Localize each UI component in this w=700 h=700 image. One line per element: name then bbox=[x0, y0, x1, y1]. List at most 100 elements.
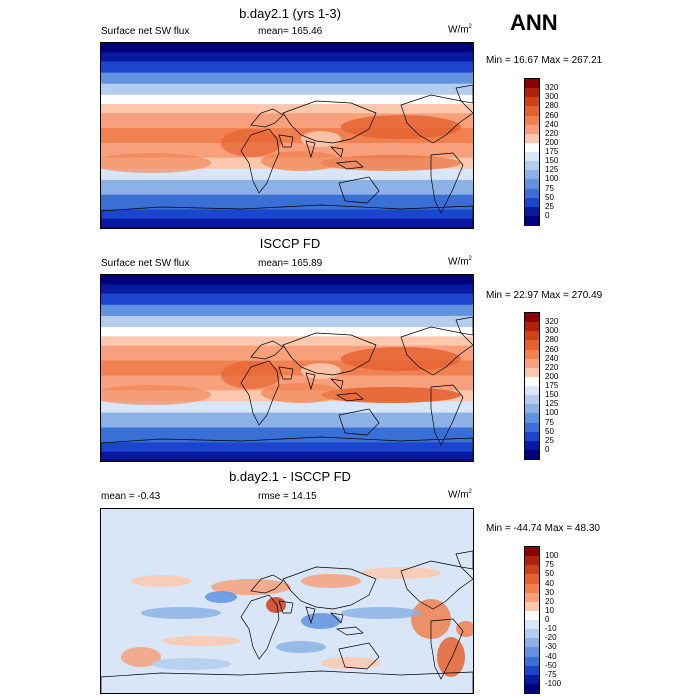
panel3-minmax: Min = -44.74 Max = 48.30 bbox=[486, 523, 600, 534]
colorbar-tick-label: 280 bbox=[545, 101, 559, 111]
colorbar-tick-label: 220 bbox=[545, 362, 559, 372]
panel3-mean-label: mean = -0.43 bbox=[101, 491, 161, 502]
colorbar-swatch bbox=[525, 386, 539, 396]
colorbar-swatch bbox=[525, 449, 539, 460]
colorbar-swatch bbox=[525, 547, 539, 557]
colorbar-tick-label: 175 bbox=[545, 147, 559, 156]
colorbar-tick-label: 260 bbox=[545, 110, 559, 120]
colorbar-swatch bbox=[525, 313, 539, 323]
colorbar-swatch bbox=[525, 574, 539, 584]
panel2-mean-label: mean= 165.89 bbox=[258, 258, 323, 269]
colorbar-swatch bbox=[525, 97, 539, 107]
colorbar-tick-label: 260 bbox=[545, 344, 559, 354]
colorbar-swatch bbox=[525, 440, 539, 451]
colorbar-swatch bbox=[525, 197, 539, 208]
panel2-title: ISCCP FD bbox=[259, 236, 321, 251]
colorbar-swatch bbox=[525, 431, 539, 442]
colorbar-tick-label: 100 bbox=[545, 551, 559, 561]
colorbar-tick-label: 200 bbox=[545, 371, 559, 381]
colorbar-swatch bbox=[525, 683, 539, 694]
panel1-map-field bbox=[101, 43, 473, 228]
panel1-map bbox=[100, 42, 474, 229]
panel1-colorbar: 320 300 280 260 240 220 200 175 150 125 100 75 50 25 0 bbox=[524, 78, 558, 226]
colorbar-swatch bbox=[525, 188, 539, 199]
colorbar-swatch bbox=[525, 349, 539, 360]
colorbar-swatch bbox=[525, 161, 539, 171]
colorbar-swatch bbox=[525, 583, 539, 594]
colorbar-tick-label: 0 bbox=[545, 615, 550, 624]
colorbar-swatch bbox=[525, 79, 539, 89]
panel3-map-field bbox=[101, 509, 473, 693]
colorbar-swatch bbox=[525, 638, 539, 648]
colorbar-tick-label: 25 bbox=[545, 201, 554, 211]
colorbar-tick-label: 25 bbox=[545, 435, 554, 445]
panel2-minmax: Min = 22.97 Max = 270.49 bbox=[486, 290, 603, 301]
colorbar-swatch bbox=[525, 142, 539, 153]
colorbar-tick-label: 175 bbox=[545, 381, 559, 390]
colorbar-tick-label: 50 bbox=[545, 192, 554, 202]
colorbar-swatch bbox=[525, 565, 539, 575]
panel1-left-label: Surface net SW flux bbox=[101, 26, 190, 37]
colorbar-tick-label: 50 bbox=[545, 426, 554, 436]
colorbar-swatch bbox=[525, 170, 539, 180]
panel2-colorbar: 320 300 280 260 240 220 200 175 150 125 100 75 50 25 0 bbox=[524, 312, 558, 460]
colorbar-swatch bbox=[525, 647, 539, 657]
panel1-mean-label: mean= 165.46 bbox=[258, 26, 323, 37]
colorbar-tick-label: 10 bbox=[545, 605, 554, 615]
colorbar-tick-label: -75 bbox=[545, 669, 557, 679]
colorbar-tick-label: 20 bbox=[545, 596, 554, 606]
colorbar-swatch bbox=[525, 115, 539, 126]
colorbar-tick-label: 320 bbox=[545, 83, 559, 93]
colorbar-tick-label: 240 bbox=[545, 353, 559, 363]
panel2-left-label: Surface net SW flux bbox=[101, 258, 190, 269]
colorbar-swatch bbox=[525, 358, 539, 369]
panel2-units: W/m2 bbox=[448, 256, 472, 268]
colorbar-swatch bbox=[525, 395, 539, 405]
colorbar-swatch bbox=[525, 601, 539, 612]
colorbar-swatch bbox=[525, 376, 539, 387]
colorbar-tick-label: 75 bbox=[545, 417, 554, 427]
colorbar-tick-label: 125 bbox=[545, 399, 559, 409]
colorbar-tick-label: -50 bbox=[545, 660, 557, 670]
colorbar-tick-label: 280 bbox=[545, 335, 559, 345]
panel3-colorbar: 100 75 50 40 30 20 10 0 -10 -20 -30 -40 -50 -75 -100 bbox=[524, 546, 561, 694]
panel1-title: b.day2.1 (yrs 1-3) bbox=[239, 6, 341, 21]
colorbar-tick-label: 40 bbox=[545, 578, 554, 588]
colorbar-tick-label: 125 bbox=[545, 165, 559, 175]
colorbar-tick-label: 240 bbox=[545, 119, 559, 129]
colorbar-tick-label: -30 bbox=[545, 642, 557, 652]
panel1-minmax: Min = 16.67 Max = 267.21 bbox=[486, 55, 603, 66]
panel2-map-field bbox=[101, 275, 473, 461]
colorbar-swatch bbox=[525, 656, 539, 667]
panel1-units: W/m2 bbox=[448, 24, 472, 36]
colorbar-tick-label: 220 bbox=[545, 128, 559, 138]
colorbar-swatch bbox=[525, 152, 539, 162]
colorbar-swatch bbox=[525, 404, 539, 414]
colorbar-tick-label: 200 bbox=[545, 137, 559, 147]
colorbar-tick-label: -40 bbox=[545, 651, 557, 661]
colorbar-tick-label: -100 bbox=[545, 678, 562, 688]
colorbar-swatch bbox=[525, 629, 539, 639]
colorbar-swatch bbox=[525, 322, 539, 332]
colorbar-tick-label: 150 bbox=[545, 156, 559, 166]
colorbar-tick-label: -20 bbox=[545, 633, 557, 643]
colorbar-tick-label: 50 bbox=[545, 569, 554, 579]
colorbar-swatch bbox=[525, 367, 539, 378]
colorbar-swatch bbox=[525, 610, 539, 621]
panel2-map bbox=[100, 274, 474, 462]
colorbar-swatch bbox=[525, 88, 539, 98]
colorbar-tick-label: 75 bbox=[545, 183, 554, 193]
colorbar-swatch bbox=[525, 413, 539, 423]
panel3-units: W/m2 bbox=[448, 489, 472, 501]
panel3-rmse-label: rmse = 14.15 bbox=[258, 491, 317, 502]
colorbar-tick-label: 0 bbox=[545, 444, 550, 454]
panel3-title: b.day2.1 - ISCCP FD bbox=[229, 469, 351, 484]
colorbar-swatch bbox=[525, 179, 539, 189]
colorbar-swatch bbox=[525, 340, 539, 350]
colorbar-swatch bbox=[525, 206, 539, 217]
colorbar-swatch bbox=[525, 331, 539, 341]
colorbar-swatch bbox=[525, 215, 539, 226]
colorbar-swatch bbox=[525, 422, 539, 433]
colorbar-swatch bbox=[525, 620, 539, 630]
colorbar-tick-label: 150 bbox=[545, 390, 559, 400]
